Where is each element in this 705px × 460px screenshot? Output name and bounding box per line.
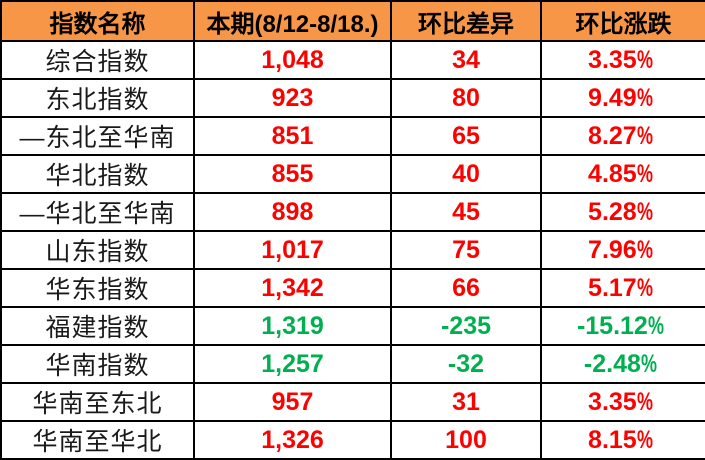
percent-sign: % (640, 349, 657, 378)
current-value-cell: 1,326 (193, 420, 392, 460)
column-header-diff: 环比差异 (390, 0, 542, 42)
current-value-cell: 1,342 (193, 268, 392, 308)
percent-sign: % (636, 159, 653, 188)
table-row: 华南至东北 957 31 3.35% (0, 382, 705, 422)
table-row: —华北至华南 898 45 5.28% (0, 192, 705, 232)
row-label-cell: 山东指数 (0, 230, 195, 270)
current-value-cell: 855 (193, 154, 392, 194)
change-pct-cell: 8.27% (540, 116, 705, 156)
row-label-cell: 综合指数 (0, 40, 195, 80)
percent-sign: % (636, 121, 653, 150)
diff-value-cell: 66 (390, 268, 542, 308)
change-value: 8.27 (588, 121, 637, 150)
change-value: 8.15 (588, 425, 637, 454)
table-row: —东北至华南 851 65 8.27% (0, 116, 705, 156)
change-pct-cell: 8.15% (540, 420, 705, 460)
percent-sign: % (647, 311, 664, 340)
change-pct-cell: 5.28% (540, 192, 705, 232)
diff-value-cell: 100 (390, 420, 542, 460)
change-value: -2.48 (583, 349, 641, 378)
change-pct-cell: 3.35% (540, 382, 705, 422)
change-value: 4.85 (588, 159, 637, 188)
change-pct-cell: 9.49% (540, 78, 705, 118)
current-value-cell: 923 (193, 78, 392, 118)
percent-sign: % (636, 45, 653, 74)
row-label-cell: 华南至华北 (0, 420, 195, 460)
percent-sign: % (636, 197, 653, 226)
row-label-cell: 华北指数 (0, 154, 195, 194)
diff-value-cell: 75 (390, 230, 542, 270)
column-header-index-name: 指数名称 (0, 0, 195, 42)
percent-sign: % (636, 425, 653, 454)
change-value: 7.96 (588, 235, 637, 264)
current-value-cell: 898 (193, 192, 392, 232)
row-label-cell: —华北至华南 (0, 192, 195, 232)
row-label-cell: 华南指数 (0, 344, 195, 384)
change-value: 5.17 (588, 273, 637, 302)
current-value-cell: 1,257 (193, 344, 392, 384)
change-pct-cell: -2.48% (540, 344, 705, 384)
table-row: 福建指数 1,319 -235 -15.12% (0, 306, 705, 346)
table-row: 华南至华北 1,326 100 8.15% (0, 420, 705, 460)
change-value: 9.49 (588, 83, 637, 112)
table-header: 指数名称 本期(8/12-8/18.) 环比差异 环比涨跌 (0, 0, 705, 42)
diff-value-cell: 45 (390, 192, 542, 232)
diff-value-cell: 65 (390, 116, 542, 156)
row-label-cell: —东北至华南 (0, 116, 195, 156)
change-pct-cell: 4.85% (540, 154, 705, 194)
change-pct-cell: 5.17% (540, 268, 705, 308)
row-label-cell: 东北指数 (0, 78, 195, 118)
percent-sign: % (636, 235, 653, 264)
percent-sign: % (636, 83, 653, 112)
table-row: 东北指数 923 80 9.49% (0, 78, 705, 118)
current-value-cell: 1,017 (193, 230, 392, 270)
change-pct-cell: -15.12% (540, 306, 705, 346)
column-header-change-pct: 环比涨跌 (540, 0, 705, 42)
diff-value-cell: -32 (390, 344, 542, 384)
change-value: 5.28 (588, 197, 637, 226)
change-value: -15.12 (576, 311, 648, 340)
diff-value-cell: 40 (390, 154, 542, 194)
percent-sign: % (636, 273, 653, 302)
row-label-cell: 华南至东北 (0, 382, 195, 422)
change-pct-cell: 7.96% (540, 230, 705, 270)
table-row: 华北指数 855 40 4.85% (0, 154, 705, 194)
table-row: 华东指数 1,342 66 5.17% (0, 268, 705, 308)
current-value-cell: 1,048 (193, 40, 392, 80)
diff-value-cell: 31 (390, 382, 542, 422)
diff-value-cell: 80 (390, 78, 542, 118)
row-label-cell: 福建指数 (0, 306, 195, 346)
header-row: 指数名称 本期(8/12-8/18.) 环比差异 环比涨跌 (0, 0, 705, 42)
change-value: 3.35 (588, 387, 637, 416)
table-row: 华南指数 1,257 -32 -2.48% (0, 344, 705, 384)
percent-sign: % (636, 387, 653, 416)
diff-value-cell: 34 (390, 40, 542, 80)
table-row: 山东指数 1,017 75 7.96% (0, 230, 705, 270)
change-value: 3.35 (588, 45, 637, 74)
current-value-cell: 957 (193, 382, 392, 422)
column-header-current-period: 本期(8/12-8/18.) (193, 0, 392, 42)
current-value-cell: 1,319 (193, 306, 392, 346)
diff-value-cell: -235 (390, 306, 542, 346)
change-pct-cell: 3.35% (540, 40, 705, 80)
table-body: 综合指数 1,048 34 3.35% 东北指数 923 80 9.49% —东… (0, 40, 705, 460)
table-row: 综合指数 1,048 34 3.35% (0, 40, 705, 80)
current-value-cell: 851 (193, 116, 392, 156)
row-label-cell: 华东指数 (0, 268, 195, 308)
